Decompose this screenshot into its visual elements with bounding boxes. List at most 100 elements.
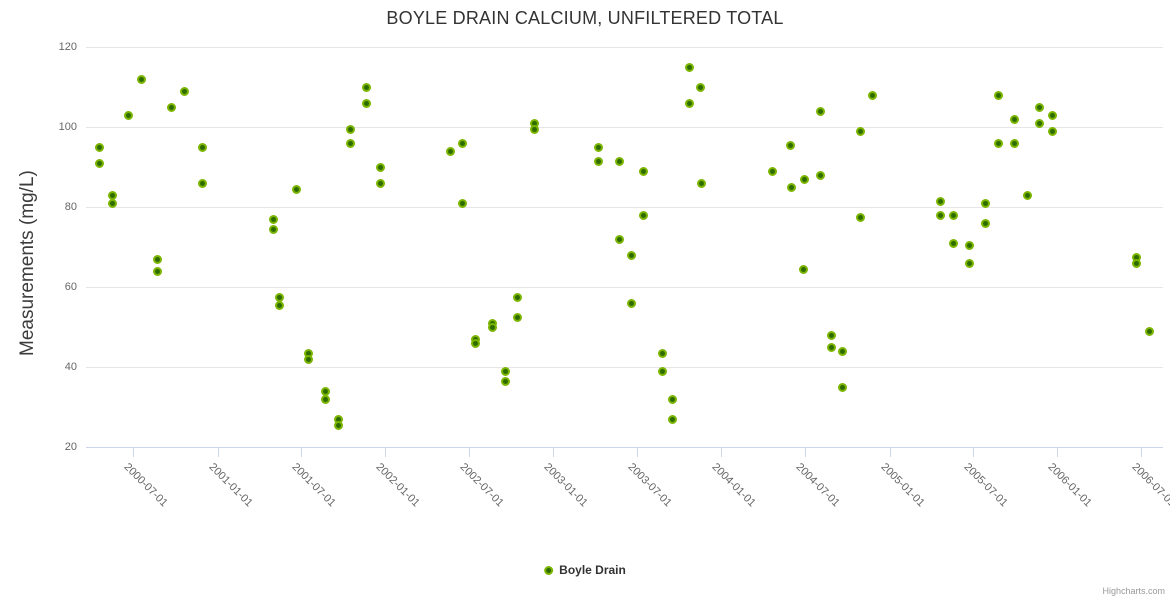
data-point[interactable] (964, 240, 974, 250)
data-point[interactable] (838, 382, 848, 392)
y-axis-tick-label: 60 (64, 281, 77, 293)
data-point[interactable] (696, 82, 706, 92)
x-axis-tick (553, 447, 555, 457)
data-point[interactable] (137, 74, 147, 84)
data-point[interactable] (993, 138, 1003, 148)
x-axis-tick-label: 2001-01-01 (206, 461, 255, 510)
data-point[interactable] (346, 138, 356, 148)
data-point[interactable] (198, 142, 208, 152)
data-point[interactable] (964, 258, 974, 268)
x-axis-tick-label: 2002-07-01 (457, 461, 506, 510)
data-point[interactable] (815, 106, 825, 116)
data-point[interactable] (855, 212, 865, 222)
data-point[interactable] (529, 124, 539, 134)
data-point[interactable] (626, 298, 636, 308)
data-point[interactable] (513, 292, 523, 302)
data-point[interactable] (375, 178, 385, 188)
x-axis-tick (1140, 447, 1142, 457)
data-point[interactable] (1009, 114, 1019, 124)
data-point[interactable] (124, 110, 134, 120)
y-gridline (86, 367, 1163, 368)
data-point[interactable] (855, 126, 865, 136)
x-axis-tick (300, 447, 302, 457)
data-point[interactable] (668, 394, 678, 404)
data-point[interactable] (269, 214, 279, 224)
data-point[interactable] (948, 238, 958, 248)
x-axis-tick (972, 447, 974, 457)
data-point[interactable] (333, 420, 343, 430)
data-point[interactable] (838, 346, 848, 356)
data-point[interactable] (291, 184, 301, 194)
data-point[interactable] (1009, 138, 1019, 148)
data-point[interactable] (1034, 102, 1044, 112)
data-point[interactable] (198, 178, 208, 188)
data-point[interactable] (826, 330, 836, 340)
data-point[interactable] (799, 264, 809, 274)
data-point[interactable] (94, 158, 104, 168)
data-point[interactable] (269, 224, 279, 234)
data-point[interactable] (1048, 126, 1058, 136)
x-axis-tick-label: 2000-07-01 (121, 461, 170, 510)
data-point[interactable] (614, 234, 624, 244)
data-point[interactable] (800, 174, 810, 184)
data-point[interactable] (513, 312, 523, 322)
data-point[interactable] (458, 138, 468, 148)
data-point[interactable] (500, 366, 510, 376)
data-point[interactable] (936, 196, 946, 206)
data-point[interactable] (815, 170, 825, 180)
data-point[interactable] (1034, 118, 1044, 128)
x-axis-tick (132, 447, 134, 457)
data-point[interactable] (153, 254, 163, 264)
data-point[interactable] (867, 90, 877, 100)
data-point[interactable] (166, 102, 176, 112)
data-point[interactable] (446, 146, 456, 156)
data-point[interactable] (346, 124, 356, 134)
data-point[interactable] (320, 394, 330, 404)
data-point[interactable] (980, 198, 990, 208)
data-point[interactable] (1131, 258, 1141, 268)
data-point[interactable] (684, 98, 694, 108)
data-point[interactable] (1145, 326, 1155, 336)
data-point[interactable] (471, 338, 481, 348)
data-point[interactable] (179, 86, 189, 96)
data-point[interactable] (275, 300, 285, 310)
data-point[interactable] (993, 90, 1003, 100)
data-point[interactable] (657, 366, 667, 376)
highcharts-credits-link[interactable]: Highcharts.com (1102, 586, 1165, 596)
x-axis-tick-label: 2001-07-01 (289, 461, 338, 510)
legend-item-boyle-drain[interactable]: Boyle Drain (544, 563, 626, 577)
data-point[interactable] (980, 218, 990, 228)
data-point[interactable] (786, 182, 796, 192)
data-point[interactable] (375, 162, 385, 172)
data-point[interactable] (785, 140, 795, 150)
data-point[interactable] (639, 210, 649, 220)
data-point[interactable] (458, 198, 468, 208)
data-point[interactable] (1048, 110, 1058, 120)
data-point[interactable] (826, 342, 836, 352)
data-point[interactable] (684, 62, 694, 72)
data-point[interactable] (626, 250, 636, 260)
data-point[interactable] (768, 166, 778, 176)
data-point[interactable] (639, 166, 649, 176)
data-point[interactable] (594, 142, 604, 152)
data-point[interactable] (614, 156, 624, 166)
data-point[interactable] (107, 198, 117, 208)
data-point[interactable] (936, 210, 946, 220)
data-point[interactable] (1022, 190, 1032, 200)
data-point[interactable] (94, 142, 104, 152)
x-axis-tick (721, 447, 723, 457)
data-point[interactable] (697, 178, 707, 188)
data-point[interactable] (153, 266, 163, 276)
data-point[interactable] (657, 348, 667, 358)
data-point[interactable] (948, 210, 958, 220)
data-point[interactable] (362, 98, 372, 108)
data-point[interactable] (668, 414, 678, 424)
data-point[interactable] (362, 82, 372, 92)
data-point[interactable] (487, 322, 497, 332)
data-point[interactable] (594, 156, 604, 166)
x-axis-tick-label: 2006-07-01 (1129, 461, 1170, 510)
data-point[interactable] (500, 376, 510, 386)
y-axis-tick-label: 80 (64, 201, 77, 213)
data-point[interactable] (304, 354, 314, 364)
